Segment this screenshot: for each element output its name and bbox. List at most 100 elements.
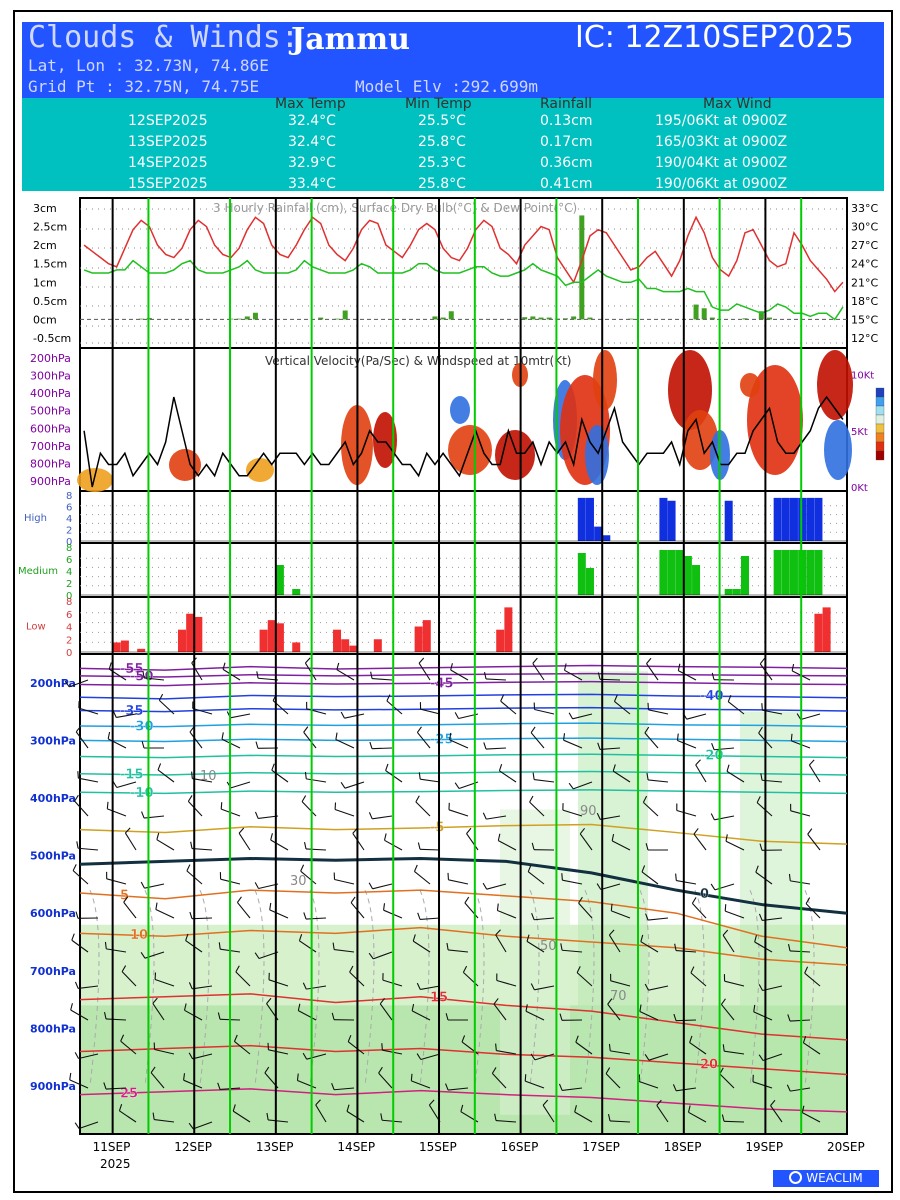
wind-barb [344, 713, 365, 719]
logo-text: WEACLIM [806, 1171, 863, 1185]
summary-cell-wind: 190/06Kt at 0900Z [655, 176, 788, 192]
wind-barb [607, 1003, 621, 1021]
wind-barb-flag [74, 794, 79, 802]
wind-barb [306, 1053, 327, 1060]
wind-barb [641, 871, 659, 885]
wind-barb-flag [693, 828, 699, 835]
wind-barb-flag [383, 833, 387, 841]
cloud-bar [292, 642, 301, 652]
profile-y-tick: 300hPa [30, 734, 76, 747]
wind-barb [154, 1119, 175, 1123]
wind-barb-flag [331, 1082, 335, 1090]
wind-barb-flag [112, 710, 117, 718]
wind-barb [573, 781, 593, 790]
wind-barb-flag [710, 883, 716, 891]
cloud-y-tick: 0 [66, 537, 72, 548]
wind-barb-flag [418, 772, 421, 780]
wind-barb-flag [808, 759, 815, 766]
cloud-bar [724, 589, 733, 595]
wind-barb [485, 747, 507, 750]
wind-barb [448, 809, 469, 817]
wind-barb-flag [644, 726, 650, 734]
wind-barb [644, 732, 659, 749]
wind-barb [119, 1110, 137, 1123]
humidity-label: 70 [610, 989, 627, 1004]
humidity-contour [254, 889, 265, 1087]
cloud-bar [667, 500, 676, 541]
wind-barb [372, 678, 393, 681]
cloud-bar [275, 623, 284, 652]
humidity-contour [529, 889, 540, 1087]
summary-cell-date: 12SEP2025 [128, 113, 208, 129]
wind-barb-flag [413, 864, 418, 872]
wind-barb [192, 777, 213, 783]
summary-cell-max: 33.4°C [288, 176, 336, 192]
profile-y-tick: 700hPa [30, 965, 76, 978]
wind-barb [802, 1112, 821, 1123]
wind-barb [158, 699, 175, 715]
wind-barb-flag [74, 1122, 80, 1129]
wind-barb-flag [466, 827, 472, 834]
wind-barb-flag [331, 1012, 335, 1020]
wind-barb-flag [532, 657, 538, 664]
x-tick-label: 17SEP [582, 1140, 620, 1154]
wind-barb [306, 778, 327, 783]
vertical-velocity-cell [817, 350, 853, 420]
humidity-contour [199, 889, 210, 1087]
cloud-bar [259, 629, 268, 652]
col-min-temp: Min Temp [405, 96, 472, 112]
wind-barb-flag [72, 864, 77, 871]
wind-barb [677, 739, 697, 749]
wind-barb [529, 801, 545, 817]
wind-barb-flag [796, 713, 802, 720]
wind-barb-flag [156, 832, 160, 840]
wind-barb-flag [75, 911, 79, 919]
wind-barb [686, 713, 707, 720]
wind-barb-flag [347, 1035, 352, 1042]
wind-barb [334, 1087, 355, 1091]
profile-y-tick: 800hPa [30, 1022, 76, 1035]
rain-y-tick: 1.5cm [33, 258, 67, 271]
wind-barb-flag [532, 772, 535, 780]
rain-bar [571, 316, 577, 320]
temp-y-tick: 15°C [851, 313, 878, 326]
wind-barb [105, 1087, 127, 1090]
cloud-bar [789, 550, 798, 595]
wind-barb-flag [380, 1113, 383, 1121]
wind-barb-flag [579, 827, 586, 835]
wind-barb [157, 769, 175, 783]
wind-barb [450, 669, 469, 681]
wind-barb-flag [218, 942, 221, 950]
wind-barb [155, 909, 175, 919]
summary-cell-rain: 0.41cm [540, 176, 593, 192]
cloud-panel-label: High [24, 513, 47, 524]
wind-barb-flag [759, 843, 763, 851]
wind-barb-flag [254, 952, 260, 959]
wind-barb [258, 677, 279, 681]
grid-point: Grid Pt : 32.75N, 74.75E [28, 77, 260, 96]
chart-frame [13, 10, 893, 1193]
cloud-bar [602, 535, 611, 541]
vv-panel-title: Vertical Velocity(Pa/Sec) & Windspeed at… [265, 354, 571, 368]
wind-barb [574, 1111, 593, 1123]
wind-barb [753, 1011, 773, 1021]
wind-barb-flag [335, 732, 338, 740]
wind-barb [720, 1004, 735, 1021]
wind-barb [123, 901, 137, 919]
wind-barb-flag [720, 998, 726, 1005]
wind-barb-flag [187, 795, 193, 802]
wind-barb [121, 971, 137, 987]
wind-barb-flag [232, 1104, 236, 1112]
wind-barb-flag [787, 944, 791, 952]
wind-barb [497, 909, 517, 919]
wind-barb [725, 910, 745, 919]
wind-barb-flag [106, 801, 109, 809]
wind-barb-flag [640, 934, 644, 942]
wind-barb [695, 764, 707, 783]
wind-barb [411, 1010, 431, 1021]
wind-barb [230, 713, 251, 719]
rain-y-tick: 1cm [33, 276, 57, 289]
cloud-bar [773, 550, 782, 595]
cloud-bar [349, 645, 358, 652]
wind-barb-flag [349, 965, 354, 973]
